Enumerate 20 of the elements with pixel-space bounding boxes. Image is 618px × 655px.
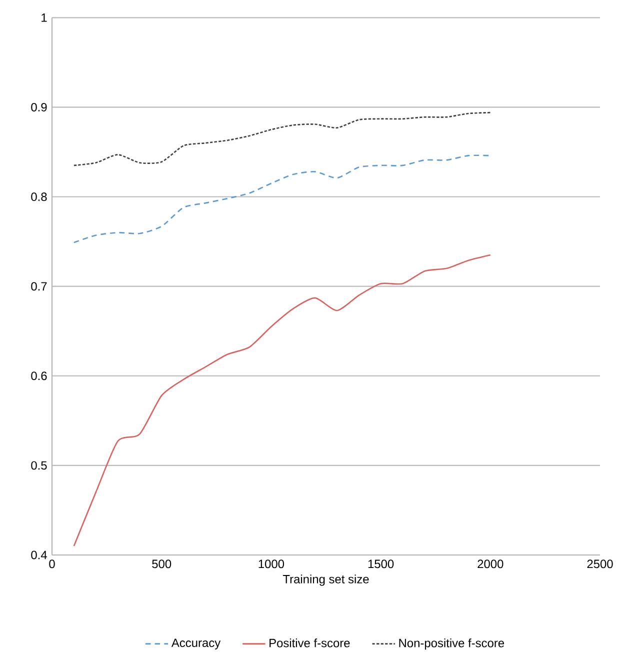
x-tick-label: 2000: [478, 560, 504, 568]
legend-label: Accuracy: [171, 638, 221, 650]
line-series: [73, 154, 492, 244]
y-tick-label: 0.6: [31, 372, 47, 380]
x-tick-label: 2500: [587, 560, 613, 568]
legend-label: Non-positive f-score: [399, 638, 504, 650]
x-tick-label: 1000: [258, 560, 284, 568]
x-tick-label: 1500: [368, 560, 394, 568]
x-tick-label: 0: [49, 560, 55, 568]
legend-label: Positive f-score: [270, 638, 350, 648]
y-tick-label: 0.4: [31, 550, 47, 560]
y-tick-label: 0.5: [31, 461, 47, 470]
x-tick-label: 500: [152, 560, 172, 568]
y-tick-label: 0.7: [31, 282, 47, 291]
line-series: [73, 112, 492, 166]
y-tick-label: 1: [42, 14, 47, 22]
y-tick-label: 0.8: [31, 192, 47, 202]
y-tick-label: 0.9: [31, 102, 47, 112]
x-axis-title: Training set size: [282, 574, 369, 586]
line-series: [73, 254, 492, 547]
